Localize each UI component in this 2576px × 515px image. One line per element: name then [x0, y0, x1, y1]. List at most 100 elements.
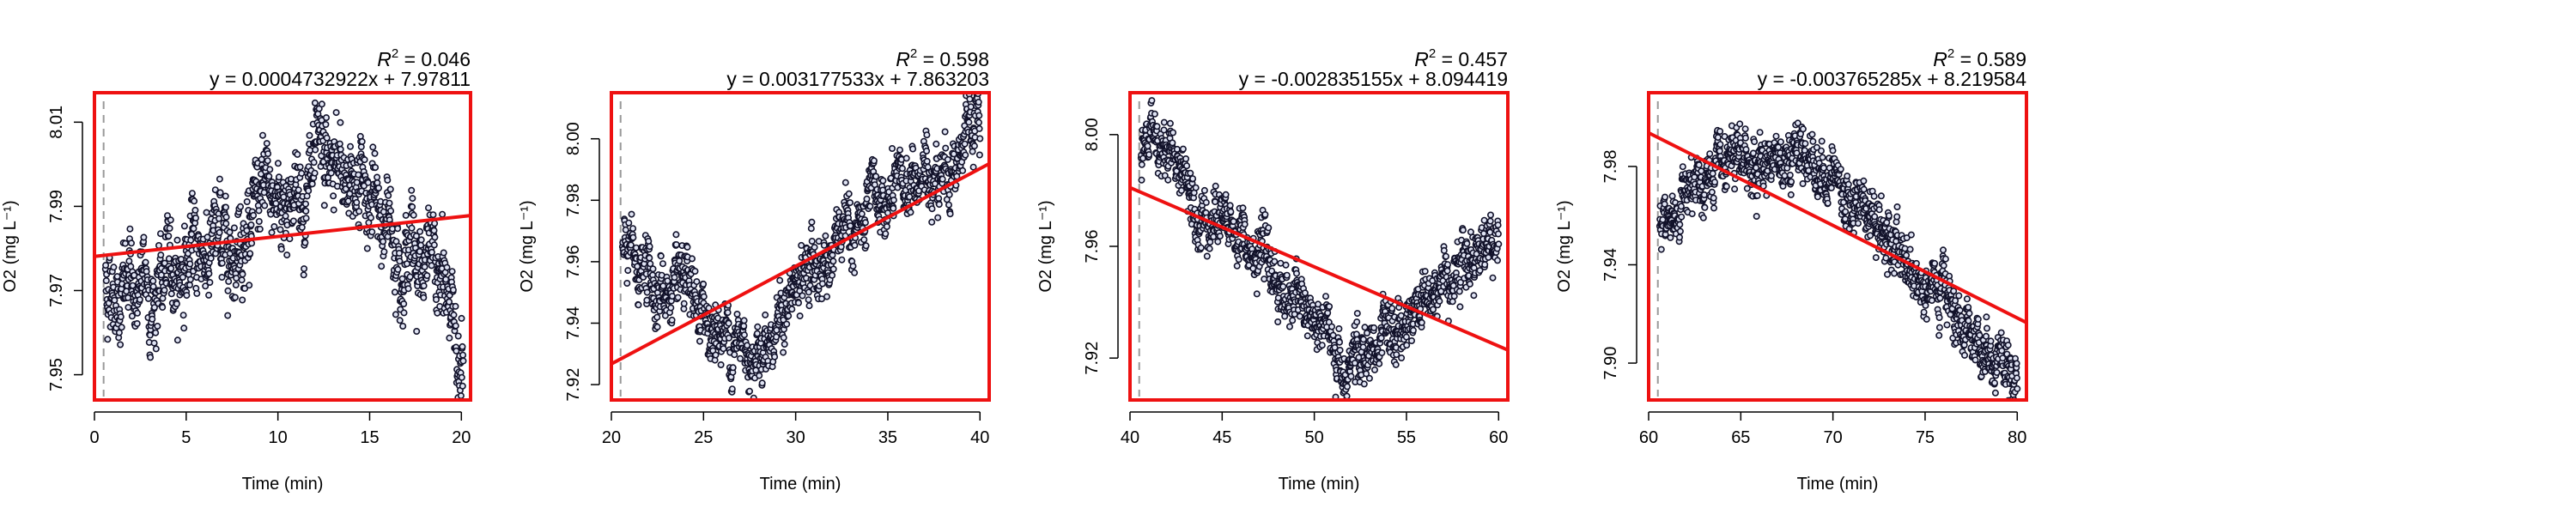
data-point	[1494, 257, 1502, 264]
data-point	[966, 95, 974, 103]
data-point	[207, 254, 215, 262]
data-point	[154, 322, 161, 330]
data-point	[635, 301, 642, 309]
data-point	[386, 185, 394, 193]
data-point	[264, 150, 272, 158]
data-point	[167, 216, 174, 224]
data-point	[1455, 288, 1463, 295]
data-point	[430, 241, 438, 249]
data-point	[1336, 346, 1344, 354]
data-point	[1794, 119, 1801, 127]
data-point	[178, 255, 185, 263]
data-point	[179, 273, 186, 281]
data-point	[829, 265, 837, 273]
data-point	[357, 143, 365, 151]
data-point	[243, 198, 251, 206]
data-point	[1709, 170, 1716, 178]
data-point	[458, 373, 465, 381]
data-point	[1814, 193, 1821, 201]
data-point	[1138, 176, 1145, 184]
data-point	[1753, 191, 1761, 199]
data-point	[902, 154, 910, 162]
data-point	[1677, 203, 1685, 210]
data-point	[807, 225, 815, 233]
data-point	[1160, 126, 1168, 134]
data-point	[454, 332, 462, 340]
data-point	[1274, 318, 1282, 325]
r-squared-label: R2 = 0.598	[896, 46, 989, 70]
data-point	[805, 302, 813, 310]
data-point	[928, 218, 936, 226]
data-point	[1230, 218, 1237, 226]
data-point	[1855, 220, 1862, 227]
data-point	[270, 222, 278, 230]
data-point	[1436, 297, 1443, 305]
data-point	[180, 222, 188, 230]
data-points	[618, 93, 984, 400]
data-point	[1160, 118, 1168, 126]
data-point	[173, 300, 180, 307]
data-point	[421, 263, 428, 270]
data-point	[756, 372, 763, 379]
data-point	[724, 309, 732, 317]
data-point	[1200, 186, 1208, 194]
data-point	[1818, 137, 1826, 145]
data-point	[970, 142, 978, 150]
data-point	[216, 228, 223, 236]
data-point	[1837, 166, 1844, 173]
data-point	[1418, 318, 1425, 326]
data-point	[939, 175, 946, 183]
y-axis-label: O2 (mg L⁻¹)	[518, 200, 537, 292]
data-point	[745, 387, 753, 395]
data-point	[646, 243, 653, 251]
data-point	[1884, 270, 1892, 278]
data-point	[311, 169, 319, 177]
data-point	[773, 333, 781, 341]
data-point	[1922, 301, 1929, 309]
data-point	[117, 341, 125, 348]
data-point	[1145, 151, 1153, 159]
x-tick-label: 30	[787, 428, 805, 447]
data-point	[906, 193, 914, 201]
data-point	[1710, 194, 1717, 202]
data-point	[645, 237, 653, 245]
data-point	[1893, 203, 1901, 211]
data-point	[1359, 336, 1367, 343]
fit-equation-label: y = -0.002835155x + 8.094419	[1239, 68, 1508, 90]
data-point	[149, 315, 156, 323]
data-point	[459, 342, 466, 350]
data-point	[1678, 213, 1686, 221]
data-point	[417, 236, 425, 244]
data-point	[305, 187, 313, 195]
data-point	[1271, 258, 1279, 265]
data-point	[384, 176, 392, 184]
data-point	[788, 306, 796, 313]
data-point	[193, 289, 201, 297]
data-point	[773, 326, 781, 334]
data-point	[336, 140, 343, 148]
data-point	[942, 144, 950, 152]
data-point	[337, 145, 344, 153]
data-point	[1202, 198, 1210, 206]
data-point	[1430, 306, 1437, 313]
data-point	[1753, 213, 1760, 221]
data-point	[771, 353, 779, 360]
data-point	[1844, 173, 1851, 180]
data-point	[1688, 210, 1696, 218]
data-point	[236, 203, 244, 210]
data-point	[457, 392, 465, 400]
data-point	[125, 304, 132, 312]
data-point	[206, 278, 214, 286]
data-point	[1318, 342, 1326, 349]
data-point	[862, 242, 870, 250]
data-point	[823, 293, 830, 300]
data-point	[121, 239, 129, 247]
data-point	[358, 137, 366, 145]
data-points	[1137, 97, 1503, 400]
data-point	[205, 270, 213, 277]
y-tick-label: 8.01	[47, 106, 66, 139]
data-point	[676, 257, 683, 264]
x-tick-label: 60	[1489, 428, 1508, 447]
data-point	[247, 221, 255, 228]
data-point	[1662, 193, 1669, 201]
